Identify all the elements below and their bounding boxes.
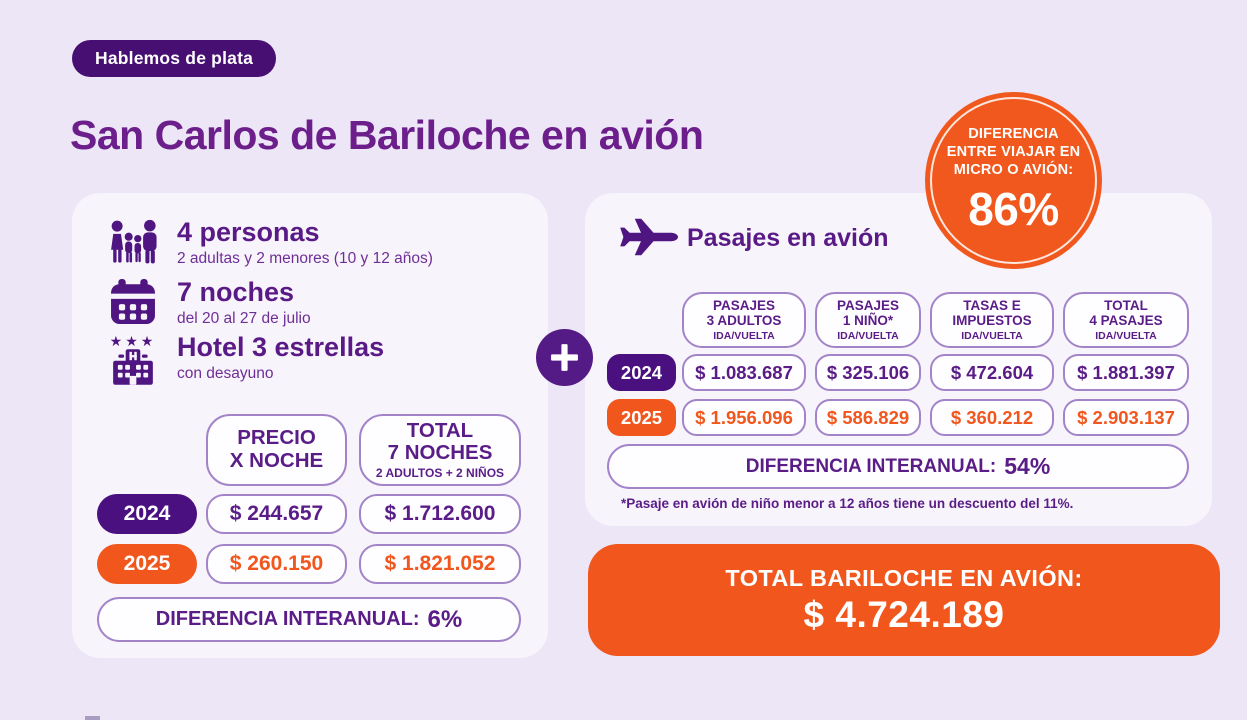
hotel-2025-total: $ 1.821.052: [359, 544, 521, 584]
hotel-difference-value: 6%: [427, 605, 463, 633]
header-subline: IDA/VUELTA: [837, 329, 899, 342]
hotel-2025-price-per-night: $ 260.150: [206, 544, 347, 584]
flights-card-title: Pasajes en avión: [687, 224, 889, 252]
flights-difference-value: 54%: [1004, 453, 1051, 479]
trip-details-card: 4 personas 2 adultas y 2 menores (10 y 1…: [72, 193, 548, 658]
header-line: 3 ADULTOS: [706, 313, 782, 329]
header-line: X NOCHE: [229, 449, 324, 472]
flights-card: Pasajes en avión PASAJES 3 ADULTOS IDA/V…: [585, 193, 1212, 526]
plane-icon: [619, 214, 679, 260]
plus-icon: [536, 329, 593, 386]
flights-header-adults: PASAJES 3 ADULTOS IDA/VUELTA: [682, 292, 806, 348]
hotel-2024-price-per-night: $ 244.657: [206, 494, 347, 534]
hotel-difference-pill: DIFERENCIA INTERANUAL: 6%: [97, 597, 521, 642]
flights-2024-taxes: $ 472.604: [930, 354, 1054, 391]
header-line: PASAJES: [712, 297, 776, 313]
header-line: PASAJES: [836, 297, 900, 313]
year-pill-2024: 2024: [607, 354, 676, 391]
feature-nights-title: 7 noches: [177, 277, 295, 307]
cutoff-artifact: [85, 716, 100, 720]
brand-badge: Hablemos de plata: [72, 40, 277, 77]
hotel-2024-total: $ 1.712.600: [359, 494, 521, 534]
header-subline: IDA/VUELTA: [961, 329, 1023, 342]
header-line: TOTAL: [406, 418, 474, 442]
flights-header-child: PASAJES 1 NIÑO* IDA/VUELTA: [815, 292, 921, 348]
feature-hotel: ★★★: [104, 334, 384, 385]
feature-nights: 7 noches del 20 al 27 de julio: [104, 279, 311, 328]
total-banner-value: $ 4.724.189: [803, 593, 1005, 635]
flights-2024-adults: $ 1.083.687: [682, 354, 806, 391]
feature-nights-subtitle: del 20 al 27 de julio: [177, 310, 311, 327]
year-pill-2025: 2025: [607, 399, 676, 436]
family-icon: [104, 219, 162, 265]
flights-2025-adults: $ 1.956.096: [682, 399, 806, 436]
flights-difference-pill: DIFERENCIA INTERANUAL: 54%: [607, 444, 1189, 489]
flights-footnote: *Pasaje en avión de niño menor a 12 años…: [621, 496, 1074, 511]
flights-2025-child: $ 586.829: [815, 399, 921, 436]
total-banner-label: TOTAL BARILOCHE EN AVIÓN:: [725, 564, 1083, 591]
difference-circle-badge: DIFERENCIA ENTRE VIAJAR EN MICRO O AVIÓN…: [925, 92, 1102, 269]
hotel-table-header-total: TOTAL 7 NOCHES 2 ADULTOS + 2 NIÑOS: [359, 414, 521, 486]
difference-circle-value: 86%: [968, 183, 1059, 236]
header-line: IMPUESTOS: [952, 313, 1032, 329]
flights-2024-total: $ 1.881.397: [1063, 354, 1189, 391]
flights-2025-total: $ 2.903.137: [1063, 399, 1189, 436]
difference-circle-line3: MICRO O AVIÓN:: [953, 162, 1074, 179]
flights-2024-child: $ 325.106: [815, 354, 921, 391]
feature-people-subtitle: 2 adultas y 2 menores (10 y 12 años): [177, 250, 433, 267]
year-pill-2025: 2025: [97, 544, 197, 584]
feature-hotel-title: Hotel 3 estrellas: [177, 332, 385, 362]
header-line: TASAS E: [963, 297, 1021, 313]
page-title: San Carlos de Bariloche en avión: [70, 112, 704, 158]
header-subline: IDA/VUELTA: [1095, 329, 1157, 342]
calendar-icon: [104, 279, 162, 325]
hotel-stars-icon: ★★★: [109, 333, 157, 349]
year-pill-2024: 2024: [97, 494, 197, 534]
header-line: 4 PASAJES: [1089, 313, 1163, 329]
difference-circle-line2: ENTRE VIAJAR EN: [946, 143, 1081, 160]
header-line: 7 NOCHES: [387, 441, 493, 465]
flights-2025-taxes: $ 360.212: [930, 399, 1054, 436]
header-line: TOTAL: [1104, 297, 1148, 313]
hotel-difference-label: DIFERENCIA INTERANUAL:: [155, 608, 420, 630]
flights-difference-label: DIFERENCIA INTERANUAL:: [745, 455, 997, 477]
total-banner: TOTAL BARILOCHE EN AVIÓN: $ 4.724.189: [588, 544, 1220, 656]
flights-header-taxes: TASAS E IMPUESTOS IDA/VUELTA: [930, 292, 1054, 348]
feature-people-title: 4 personas: [177, 217, 320, 247]
header-line: 1 NIÑO*: [842, 313, 894, 329]
header-line: PRECIO: [237, 426, 316, 450]
hotel-table-header-price-per-night: PRECIO X NOCHE: [206, 414, 347, 486]
feature-people: 4 personas 2 adultas y 2 menores (10 y 1…: [104, 219, 433, 268]
header-subline: IDA/VUELTA: [713, 329, 775, 342]
feature-hotel-subtitle: con desayuno: [177, 365, 274, 382]
hotel-icon: ★★★: [104, 334, 162, 385]
flights-header-total: TOTAL 4 PASAJES IDA/VUELTA: [1063, 292, 1189, 348]
brand-badge-label: Hablemos de plata: [95, 48, 254, 68]
difference-circle-line1: DIFERENCIA: [968, 125, 1059, 142]
header-subline: 2 ADULTOS + 2 NIÑOS: [375, 465, 505, 480]
